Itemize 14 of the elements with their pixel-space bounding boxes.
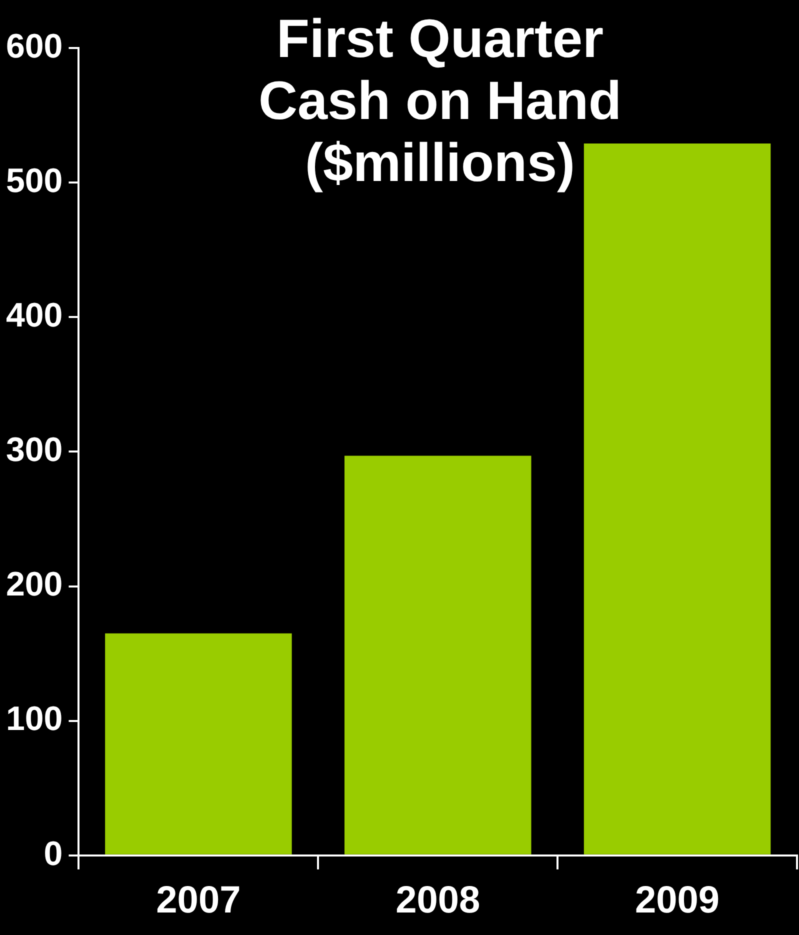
chart-title: First Quarter Cash on Hand ($millions)	[257, 8, 623, 194]
y-tick-label: 0	[44, 834, 63, 873]
x-tick-label: 2007	[156, 880, 241, 922]
y-tick-label: 500	[6, 162, 63, 200]
y-tick-label: 600	[6, 27, 63, 66]
y-tick-label: 400	[6, 296, 63, 335]
x-tick-label: 2009	[635, 880, 720, 922]
bar	[584, 144, 771, 854]
y-tick-label: 200	[6, 566, 63, 604]
x-tick-label: 2008	[396, 880, 480, 922]
y-tick-label: 300	[6, 431, 63, 470]
bar	[344, 456, 532, 854]
y-tick-label: 100	[6, 700, 63, 738]
bar	[105, 633, 292, 854]
